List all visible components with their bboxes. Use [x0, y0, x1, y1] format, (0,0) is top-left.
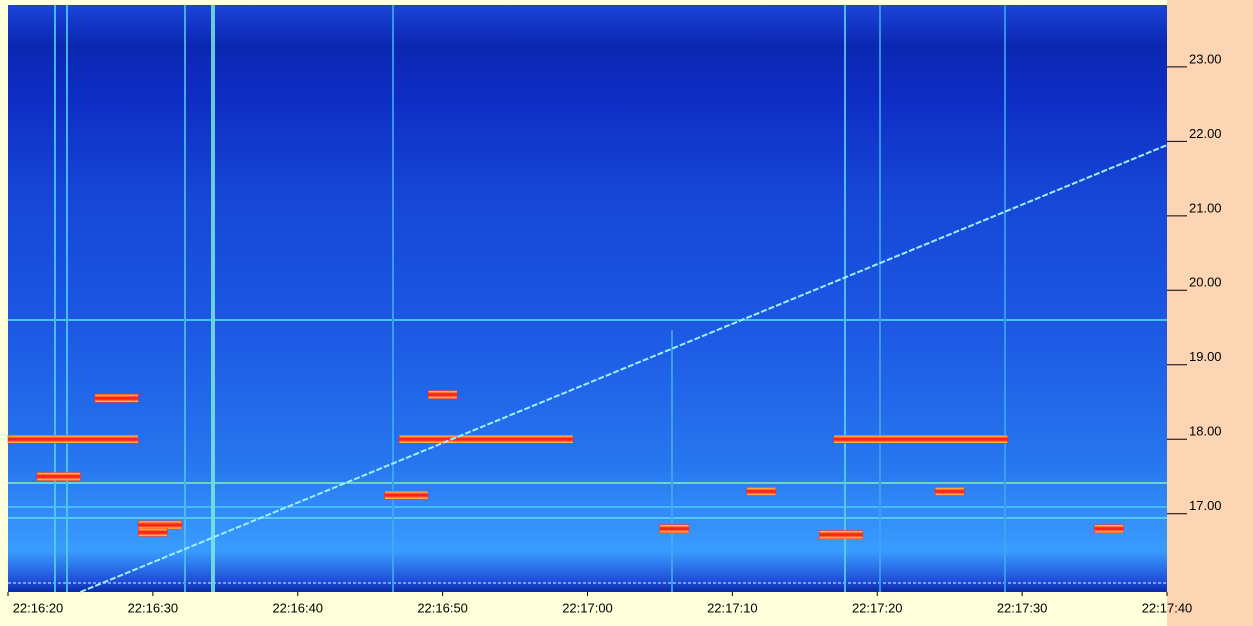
axis-panel — [1167, 0, 1253, 626]
tone — [1094, 524, 1124, 533]
tone — [7, 435, 139, 444]
tone — [36, 472, 81, 481]
tone — [934, 487, 965, 496]
tone — [94, 394, 139, 403]
y-tick-label: 19.00 — [1189, 349, 1222, 364]
x-tick-label: 22:17:30 — [997, 600, 1048, 615]
y-tick-label: 22.00 — [1189, 126, 1222, 141]
y-tick-label: 20.00 — [1189, 275, 1222, 290]
tone — [659, 524, 690, 533]
x-tick-label: 22:16:30 — [128, 600, 179, 615]
x-tick-label: 22:16:50 — [417, 600, 468, 615]
x-tick-label: 22:17:20 — [852, 600, 903, 615]
tone — [819, 530, 864, 539]
sweep-line — [80, 144, 1168, 593]
tone — [833, 435, 1008, 444]
tone — [138, 520, 183, 530]
y-tick-label: 23.00 — [1189, 51, 1222, 66]
tone — [398, 435, 574, 444]
tone — [138, 528, 168, 537]
plot-area — [8, 5, 1167, 592]
tone — [427, 390, 458, 399]
y-tick-label: 17.00 — [1189, 498, 1222, 513]
tone — [384, 490, 429, 500]
spectral-lines — [8, 5, 1167, 592]
x-tick-label: 22:16:20 — [13, 600, 64, 615]
y-tick-label: 18.00 — [1189, 424, 1222, 439]
x-tick-label: 22:16:40 — [272, 600, 323, 615]
tone — [746, 487, 777, 496]
y-tick-label: 21.00 — [1189, 200, 1222, 215]
x-tick-label: 22:17:00 — [562, 600, 613, 615]
x-tick-label: 22:17:10 — [707, 600, 758, 615]
x-tick-label: 22:17:40 — [1142, 600, 1193, 615]
